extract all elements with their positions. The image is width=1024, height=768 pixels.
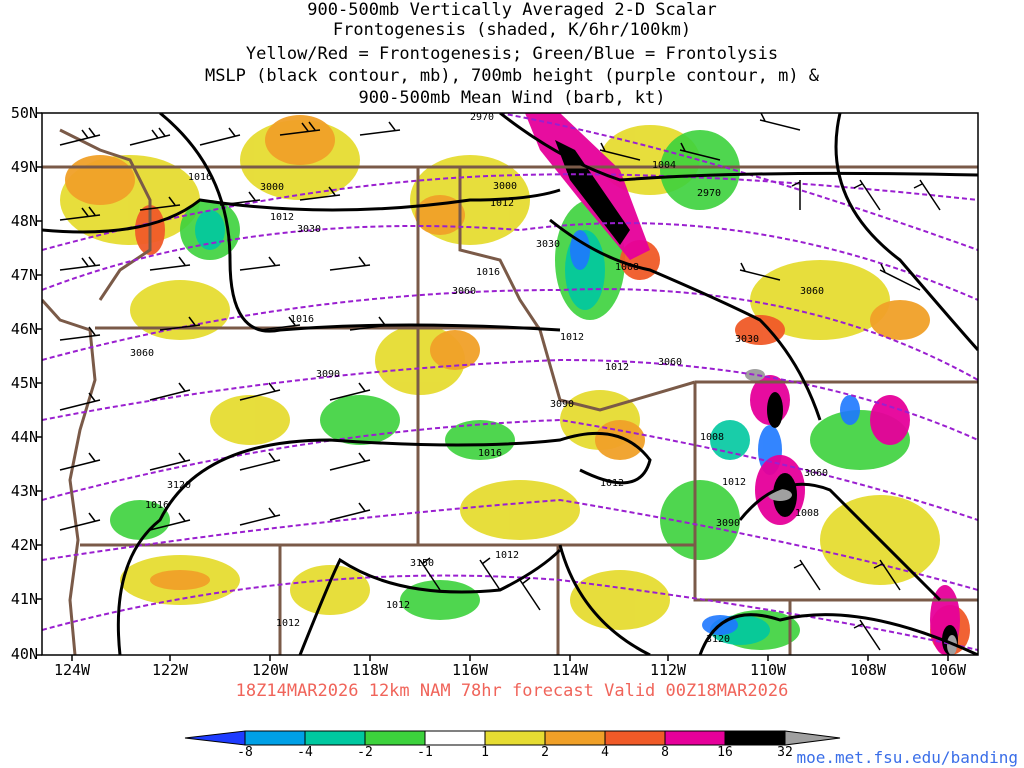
- colorbar-label: 32: [777, 745, 793, 760]
- credit-url[interactable]: moe.met.fsu.edu/banding: [796, 748, 1018, 767]
- isobar-label: 1016: [476, 267, 500, 278]
- height-label: 3060: [658, 357, 682, 368]
- colorbar-label: -1: [417, 745, 433, 760]
- lon-label: 112W: [649, 661, 687, 679]
- lon-label: 120W: [251, 661, 289, 679]
- height-label: 3000: [493, 181, 517, 192]
- colorbar-label: 8: [661, 745, 669, 760]
- isobar-label: 1012: [386, 600, 410, 611]
- height-label: 3060: [800, 286, 824, 297]
- height-label: 3060: [452, 286, 476, 297]
- isobar-label: 1004: [652, 160, 676, 171]
- height-contours: [42, 113, 978, 651]
- lon-label: 108W: [849, 661, 887, 679]
- colorbar-label: 1: [481, 745, 489, 760]
- lon-label: 116W: [451, 661, 489, 679]
- height-label: 3030: [536, 239, 560, 250]
- title-line-5: 900-500mb Mean Wind (barb, kt): [358, 88, 666, 108]
- isobar-label: 1016: [145, 500, 169, 511]
- isobar-label: 1012: [270, 212, 294, 223]
- height-label: 3090: [550, 399, 574, 410]
- colorbar: [184, 730, 841, 746]
- isobar-label: 1016: [290, 314, 314, 325]
- colorbar-label: 16: [717, 745, 733, 760]
- colorbar-label: -2: [357, 745, 373, 760]
- forecast-valid-line: 18Z14MAR2026 12km NAM 78hr forecast Vali…: [235, 681, 789, 701]
- height-label: 3120: [167, 480, 191, 491]
- isobar-label: 1012: [600, 478, 624, 489]
- lat-label: 49N: [10, 158, 38, 176]
- isobar-label: 1012: [495, 550, 519, 561]
- isobar-label: 1008: [700, 432, 724, 443]
- lon-label: 106W: [929, 661, 967, 679]
- height-label: 3030: [735, 334, 759, 345]
- wind-barbs: [59, 113, 941, 651]
- height-label: 3120: [706, 634, 730, 645]
- height-label: 3060: [804, 468, 828, 479]
- lat-label: 42N: [10, 536, 38, 554]
- title-line-1: 900-500mb Vertically Averaged 2-D Scalar: [307, 0, 717, 20]
- isobar-contours: [42, 113, 978, 655]
- colorbar-label: -8: [237, 745, 253, 760]
- colorbar-label: -4: [297, 745, 313, 760]
- lat-label: 40N: [10, 645, 38, 663]
- contour-labels: 1016 1012 1008 1004 1016 1012 1008 1016 …: [130, 112, 828, 645]
- lat-label: 44N: [10, 428, 38, 446]
- lat-label: 45N: [10, 374, 38, 392]
- lat-label: 47N: [10, 266, 38, 284]
- lon-label: 124W: [53, 661, 91, 679]
- lat-label: 43N: [10, 482, 38, 500]
- isobar-label: 1012: [605, 362, 629, 373]
- lat-label: 48N: [10, 212, 38, 230]
- height-label: 2970: [697, 188, 721, 199]
- isobar-label: 1012: [276, 618, 300, 629]
- lat-label: 46N: [10, 320, 38, 338]
- height-label: 3030: [297, 224, 321, 235]
- height-label: 3060: [130, 348, 154, 359]
- colorbar-label: 2: [541, 745, 549, 760]
- height-label: 3150: [410, 558, 434, 569]
- title-line-3: Yellow/Red = Frontogenesis; Green/Blue =…: [245, 44, 779, 64]
- height-label: 3000: [260, 182, 284, 193]
- lat-label: 50N: [10, 104, 38, 122]
- isobar-label: 1016: [478, 448, 502, 459]
- isobar-label: 1008: [795, 508, 819, 519]
- height-label: 3090: [316, 369, 340, 380]
- lat-label: 41N: [10, 590, 38, 608]
- isobar-label: 1012: [722, 477, 746, 488]
- title-line-2: Frontogenesis (shaded, K/6hr/100km): [332, 20, 692, 40]
- title-line-4: MSLP (black contour, mb), 700mb height (…: [204, 66, 820, 86]
- lon-label: 118W: [351, 661, 389, 679]
- lon-label: 122W: [151, 661, 189, 679]
- height-label: 2970: [470, 112, 494, 123]
- isobar-label: 1008: [615, 262, 639, 273]
- isobar-label: 1016: [188, 172, 212, 183]
- lon-label: 114W: [551, 661, 589, 679]
- height-label: 3090: [716, 518, 740, 529]
- isobar-label: 1012: [490, 198, 514, 209]
- lon-label: 110W: [749, 661, 787, 679]
- colorbar-label: 4: [601, 745, 609, 760]
- isobar-label: 1012: [560, 332, 584, 343]
- axis-ticks: [36, 112, 949, 661]
